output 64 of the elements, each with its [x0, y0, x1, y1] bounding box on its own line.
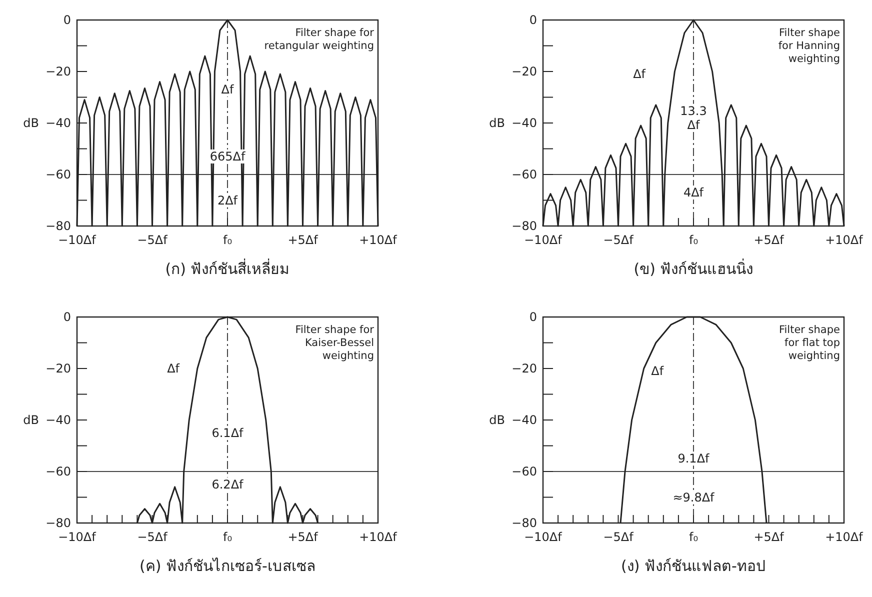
x-tick-label: +10Δf	[359, 530, 398, 544]
annotation: 9.1Δf	[678, 452, 710, 466]
annotation: ≈9.8Δf	[672, 490, 716, 504]
y-tick-label: 0	[63, 310, 71, 324]
y-tick-label: −40	[512, 116, 537, 130]
y-tick-label: −20	[46, 362, 71, 376]
annotation: Filter shape for retangular weighting	[264, 27, 375, 52]
y-tick-label: −60	[512, 464, 537, 478]
x-axis-title: (ก) ฟังก์ชันสี่เหลี่ยม	[165, 258, 290, 278]
annotation: 2Δf	[217, 193, 238, 208]
x-tick-label: −5Δf	[137, 530, 168, 544]
y-tick-label: 0	[529, 13, 537, 27]
annotation: 4Δf	[683, 186, 704, 200]
y-axis-title: dB	[23, 413, 39, 427]
x-tick-label: +5Δf	[754, 530, 785, 544]
y-tick-label: −80	[46, 516, 71, 530]
y-tick-label: −40	[46, 413, 71, 427]
y-tick-label: −40	[46, 116, 71, 130]
x-tick-label: −10Δf	[524, 233, 563, 247]
y-tick-label: −60	[512, 168, 537, 182]
annotation: Filter shape for Hanning weighting	[778, 27, 840, 65]
x-tick-label: f₀	[688, 530, 698, 544]
annotation: 665Δf	[210, 149, 246, 164]
annotation: Δf	[221, 82, 234, 97]
x-tick-label: f₀	[222, 530, 232, 544]
annotation: 6.2Δf	[212, 477, 244, 492]
annotation: Δf	[167, 362, 180, 376]
y-tick-label: 0	[529, 310, 537, 324]
y-tick-label: −80	[512, 516, 537, 530]
y-axis-title: dB	[489, 116, 505, 130]
annotation: Filter shape for Kaiser-Bessel weighting	[295, 324, 375, 362]
annotation: Δf	[651, 364, 664, 378]
y-tick-label: −80	[512, 219, 537, 233]
x-tick-label: −10Δf	[524, 530, 563, 544]
annotation: 13.3 Δf	[680, 104, 707, 132]
y-tick-label: −20	[512, 64, 537, 78]
x-axis-title: (ง) ฟังก์ชันแฟลต-ทอป	[621, 557, 766, 575]
y-axis-title: dB	[489, 413, 505, 427]
x-tick-label: +10Δf	[825, 233, 864, 247]
x-tick-label: f₀	[222, 233, 232, 247]
x-tick-label: −5Δf	[137, 233, 168, 247]
x-tick-label: −10Δf	[58, 530, 97, 544]
x-tick-label: −5Δf	[603, 530, 634, 544]
x-tick-label: +5Δf	[288, 530, 319, 544]
annotation: Δf	[633, 67, 646, 82]
x-tick-label: −10Δf	[58, 233, 97, 247]
x-tick-label: +5Δf	[754, 233, 785, 247]
x-axis-title: (ข) ฟังก์ชันแฮนนิ่ง	[634, 258, 754, 278]
y-tick-label: −20	[512, 362, 537, 376]
x-tick-label: +5Δf	[288, 233, 319, 247]
annotation: Filter shape for flat top weighting	[778, 324, 840, 362]
x-tick-label: −5Δf	[603, 233, 634, 247]
y-tick-label: −20	[46, 64, 71, 78]
y-tick-label: 0	[63, 13, 71, 27]
x-tick-label: +10Δf	[359, 233, 398, 247]
y-tick-label: −80	[46, 219, 71, 233]
y-tick-label: −60	[46, 464, 71, 478]
y-tick-label: −60	[46, 168, 71, 182]
y-axis-title: dB	[23, 116, 39, 130]
y-tick-label: −40	[512, 413, 537, 427]
annotation: 6.1Δf	[212, 426, 244, 440]
x-tick-label: f₀	[688, 233, 698, 247]
x-tick-label: +10Δf	[825, 530, 864, 544]
x-axis-title: (ค) ฟังก์ชันไกเซอร์-เบสเซล	[140, 557, 316, 575]
